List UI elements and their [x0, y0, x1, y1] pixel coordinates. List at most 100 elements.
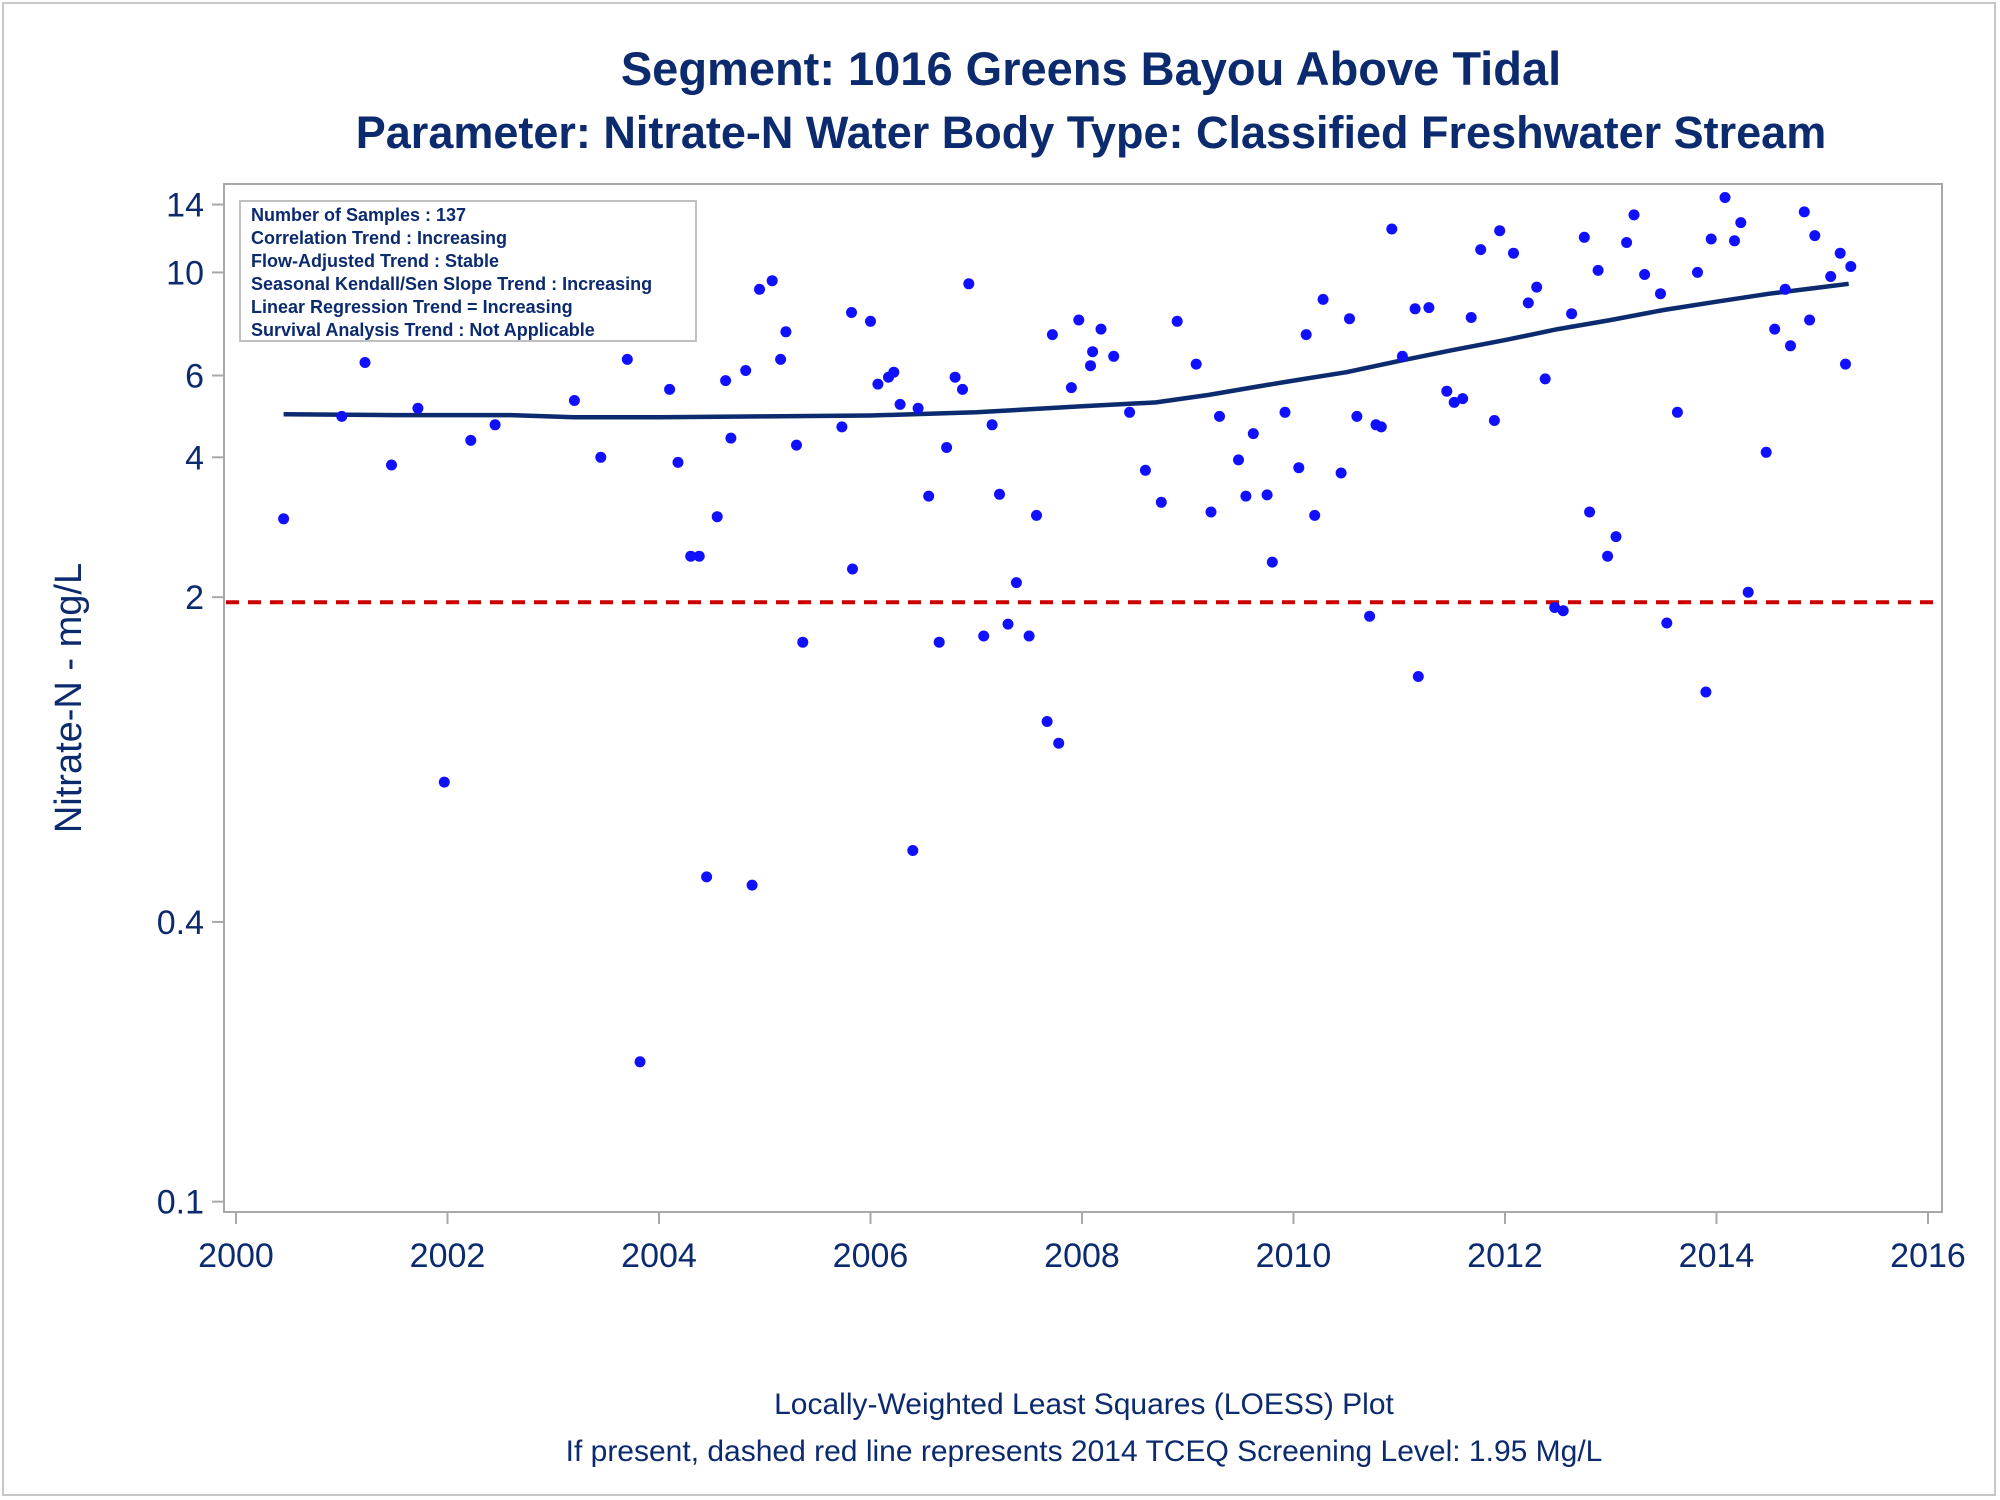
data-point — [568, 395, 580, 406]
data-point — [1266, 556, 1278, 568]
data-point — [1760, 446, 1772, 458]
data-point — [1031, 509, 1042, 521]
data-point — [1300, 329, 1312, 341]
y-tick-label: 10 — [166, 254, 204, 292]
data-point — [986, 419, 998, 431]
data-point — [1240, 490, 1252, 502]
data-point — [836, 421, 848, 433]
data-point — [1155, 496, 1167, 508]
data-point — [1351, 410, 1363, 422]
data-point — [894, 398, 906, 410]
data-point — [672, 456, 684, 468]
data-point — [1639, 269, 1651, 280]
stats-line-seasonal-kendall: Seasonal Kendall/Sen Slope Trend : Incre… — [251, 274, 652, 294]
data-point — [912, 402, 924, 414]
data-point — [1073, 314, 1085, 326]
data-point — [1475, 244, 1487, 256]
stats-line-correlation: Correlation Trend : Increasing — [251, 228, 507, 248]
data-point — [1508, 247, 1519, 259]
data-point — [1705, 233, 1717, 245]
data-point — [621, 353, 633, 365]
data-point — [1095, 323, 1107, 335]
x-tick-label: 2000 — [198, 1237, 274, 1275]
data-point — [1661, 617, 1673, 629]
data-point — [701, 871, 713, 883]
data-point — [1465, 312, 1477, 323]
data-point — [278, 513, 290, 525]
data-point — [1779, 283, 1791, 295]
data-point — [766, 275, 778, 287]
data-point — [1108, 350, 1120, 362]
data-point — [1522, 297, 1534, 309]
data-point — [685, 550, 697, 562]
data-point — [1457, 393, 1469, 405]
data-point — [1335, 467, 1347, 479]
chart-subtitle: Parameter: Nitrate-N Water Body Type: Cl… — [356, 107, 1826, 158]
data-point — [994, 488, 1005, 500]
data-point — [1065, 382, 1077, 394]
data-point — [1046, 329, 1058, 341]
data-point — [1692, 266, 1703, 278]
data-point — [949, 371, 961, 383]
data-point — [1834, 247, 1846, 259]
stats-line-flow-adjusted: Flow-Adjusted Trend : Stable — [251, 251, 499, 271]
x-tick-label: 2014 — [1679, 1237, 1755, 1275]
data-point — [1549, 602, 1561, 613]
data-point — [1825, 271, 1837, 282]
data-point — [489, 419, 501, 431]
data-point — [1214, 410, 1225, 422]
x-tick-label: 2006 — [833, 1237, 909, 1275]
data-point — [1344, 313, 1355, 325]
data-point — [595, 451, 607, 463]
data-point — [1423, 302, 1435, 314]
x-tick-label: 2004 — [621, 1237, 697, 1275]
data-point — [1494, 225, 1506, 237]
stats-line-survival: Survival Analysis Trend : Not Applicable — [251, 320, 595, 340]
data-points — [278, 192, 1857, 1068]
data-point — [1785, 340, 1796, 352]
data-point — [1845, 261, 1857, 272]
data-point — [1002, 618, 1014, 630]
data-point — [1809, 230, 1821, 242]
data-point — [1139, 464, 1151, 476]
stats-box: Number of Samples : 137 Correlation Tren… — [239, 200, 697, 342]
data-point — [711, 511, 723, 523]
data-point — [1488, 415, 1500, 426]
data-point — [797, 636, 809, 648]
data-point — [1840, 358, 1851, 370]
data-point — [740, 365, 752, 376]
data-point — [1317, 293, 1329, 305]
data-point — [1409, 303, 1421, 315]
data-point — [963, 278, 975, 290]
footnote-loess: Locally-Weighted Least Squares (LOESS) P… — [774, 1388, 1394, 1421]
footnote-screening: If present, dashed red line represents 2… — [566, 1435, 1603, 1468]
data-point — [1412, 671, 1424, 682]
loess-trend-line — [283, 281, 1849, 420]
data-point — [1700, 686, 1712, 698]
data-point — [775, 353, 787, 365]
data-point — [1742, 586, 1754, 598]
data-point — [1441, 385, 1453, 397]
data-point — [720, 375, 732, 387]
y-axis: 0.1 0.4 2 4 6 10 14 — [157, 187, 224, 1222]
x-tick-label: 2016 — [1890, 1237, 1966, 1275]
stats-box-border — [239, 200, 697, 342]
data-point — [888, 366, 900, 378]
x-tick-label: 2010 — [1256, 1237, 1332, 1275]
y-tick-label: 6 — [185, 358, 204, 396]
data-point — [1804, 314, 1816, 326]
data-point — [1735, 217, 1747, 229]
data-point — [1539, 373, 1551, 385]
data-point — [664, 383, 676, 395]
data-point — [1621, 237, 1633, 248]
data-point — [386, 459, 397, 471]
y-tick-label: 2 — [185, 579, 204, 617]
data-point — [780, 326, 792, 338]
data-point — [865, 315, 876, 327]
data-point — [1729, 235, 1740, 247]
data-point — [791, 439, 802, 451]
stats-line-linear-regression: Linear Regression Trend = Increasing — [251, 297, 573, 317]
data-point — [1584, 506, 1596, 518]
data-point — [1531, 281, 1543, 293]
